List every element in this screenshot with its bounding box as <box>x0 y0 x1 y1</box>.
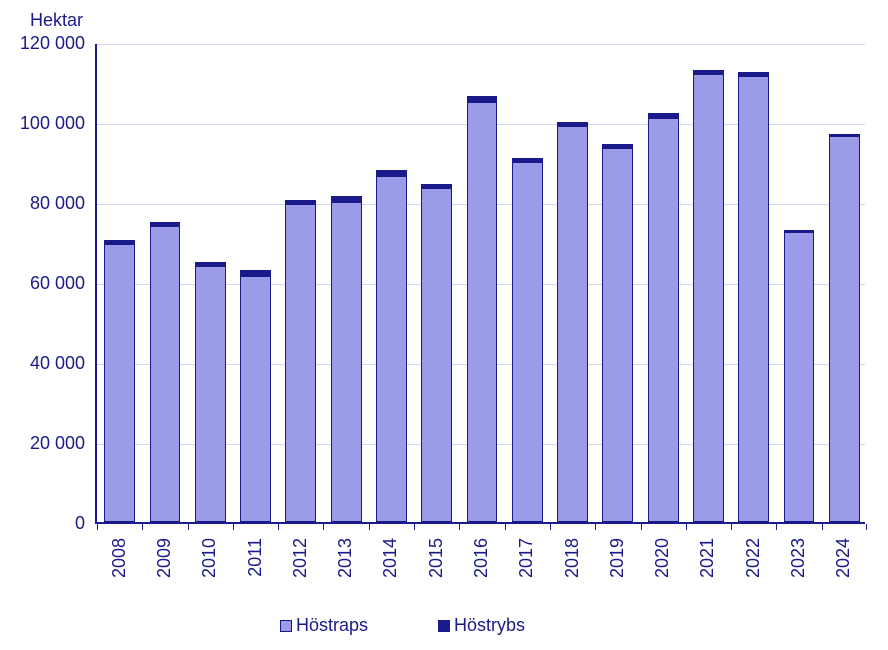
y-axis-title: Hektar <box>30 10 83 31</box>
x-tick-mark <box>731 524 732 530</box>
bar-segment <box>331 202 362 522</box>
legend: Höstraps Höstrybs <box>280 615 525 636</box>
bar-segment <box>285 200 316 204</box>
x-tick-mark <box>188 524 189 530</box>
bar-segment <box>738 76 769 522</box>
bar-segment <box>195 262 226 266</box>
x-tick-label: 2022 <box>743 538 764 578</box>
x-tick-mark <box>97 524 98 530</box>
x-tick-mark <box>369 524 370 530</box>
y-tick-label: 40 000 <box>0 353 85 374</box>
x-tick-label: 2010 <box>199 538 220 578</box>
x-tick-label: 2009 <box>154 538 175 578</box>
bar-segment <box>467 96 498 102</box>
x-tick-mark <box>278 524 279 530</box>
bar-segment <box>738 72 769 76</box>
bar-segment <box>195 266 226 522</box>
y-tick-label: 60 000 <box>0 273 85 294</box>
legend-item-hostraps: Höstraps <box>280 615 368 636</box>
bar-segment <box>512 162 543 522</box>
bar-segment <box>512 158 543 162</box>
x-tick-mark <box>822 524 823 530</box>
bar-segment <box>557 126 588 522</box>
x-tick-label: 2019 <box>607 538 628 578</box>
legend-label-hostrybs: Höstrybs <box>454 615 525 636</box>
bar-segment <box>421 184 452 188</box>
x-tick-label: 2015 <box>426 538 447 578</box>
bar-segment <box>104 240 135 244</box>
y-tick-label: 80 000 <box>0 193 85 214</box>
bar-segment <box>829 134 860 136</box>
x-tick-mark <box>550 524 551 530</box>
plot-area <box>95 44 865 524</box>
bar-segment <box>240 276 271 522</box>
bar-segment <box>829 136 860 522</box>
x-tick-label: 2013 <box>335 538 356 578</box>
bar-segment <box>150 222 181 226</box>
x-tick-mark <box>414 524 415 530</box>
bar-segment <box>104 244 135 522</box>
legend-swatch-hostrybs <box>438 620 450 632</box>
x-tick-label: 2016 <box>471 538 492 578</box>
x-tick-label: 2023 <box>788 538 809 578</box>
legend-item-hostrybs: Höstrybs <box>438 615 525 636</box>
bar-segment <box>376 170 407 176</box>
x-tick-mark <box>233 524 234 530</box>
x-tick-mark <box>686 524 687 530</box>
x-tick-mark <box>776 524 777 530</box>
bar-segment <box>240 270 271 276</box>
bar-segment <box>693 74 724 522</box>
x-tick-mark <box>866 524 867 530</box>
y-tick-label: 100 000 <box>0 113 85 134</box>
gridline <box>97 44 865 45</box>
bar-segment <box>648 113 679 118</box>
bar-segment <box>648 118 679 522</box>
x-tick-label: 2017 <box>516 538 537 578</box>
y-tick-label: 0 <box>0 513 85 534</box>
bar-segment <box>150 226 181 522</box>
bar-segment <box>376 176 407 522</box>
x-tick-mark <box>641 524 642 530</box>
y-tick-label: 20 000 <box>0 433 85 454</box>
x-tick-label: 2018 <box>562 538 583 578</box>
chart-container: Hektar Höstraps Höstrybs 0 20 000 40 000 60… <box>0 0 888 650</box>
bar-segment <box>602 144 633 148</box>
legend-label-hostraps: Höstraps <box>296 615 368 636</box>
y-tick-label: 120 000 <box>0 33 85 54</box>
x-tick-label: 2021 <box>697 538 718 578</box>
bar-segment <box>693 70 724 74</box>
bar-segment <box>285 204 316 522</box>
bar-segment <box>784 230 815 232</box>
bar-segment <box>467 102 498 522</box>
x-tick-label: 2014 <box>380 538 401 578</box>
bar-segment <box>331 196 362 202</box>
bar-segment <box>557 122 588 126</box>
bar-segment <box>602 148 633 522</box>
bar-segment <box>421 188 452 522</box>
x-tick-mark <box>459 524 460 530</box>
x-tick-mark <box>505 524 506 530</box>
x-tick-label: 2012 <box>290 538 311 578</box>
x-tick-mark <box>142 524 143 530</box>
x-tick-label: 2020 <box>652 538 673 578</box>
x-tick-label: 2008 <box>109 538 130 578</box>
legend-swatch-hostraps <box>280 620 292 632</box>
bar-segment <box>784 232 815 522</box>
x-tick-mark <box>595 524 596 530</box>
x-tick-label: 2011 <box>245 538 266 577</box>
x-tick-label: 2024 <box>833 538 854 578</box>
x-tick-mark <box>323 524 324 530</box>
